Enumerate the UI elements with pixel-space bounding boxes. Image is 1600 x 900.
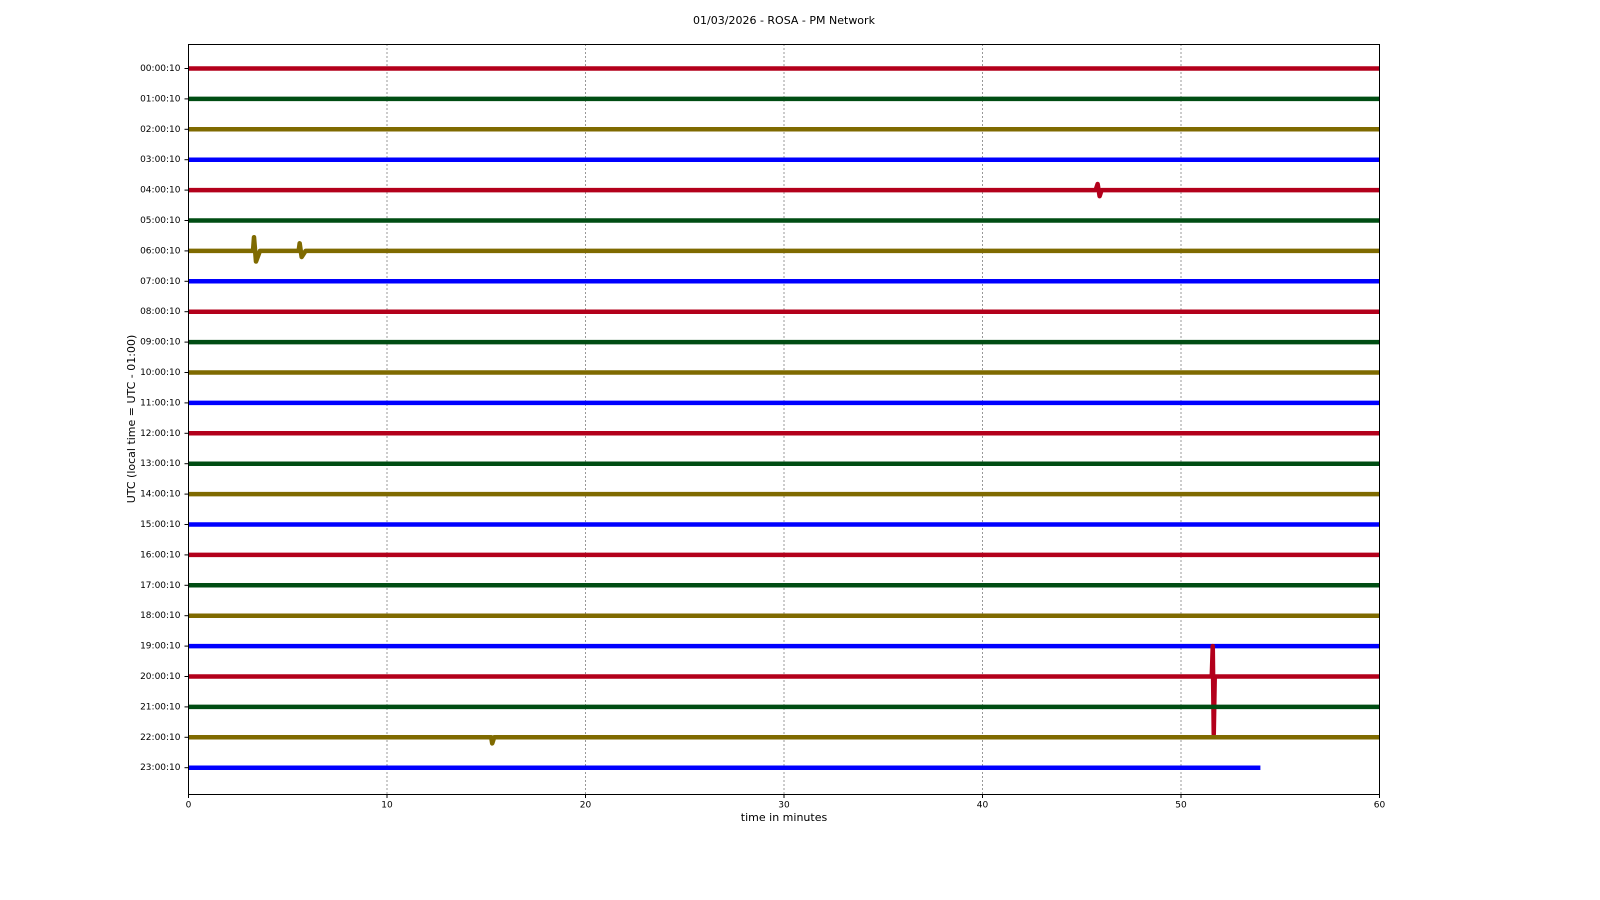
y-tick-label: 19:00:10: [140, 642, 181, 652]
y-tick-label: 15:00:10: [140, 520, 181, 530]
y-tick-label: 05:00:10: [140, 216, 181, 226]
y-tick-label: 22:00:10: [140, 733, 181, 743]
y-tick-label: 12:00:10: [140, 429, 181, 439]
y-tick-label: 23:00:10: [140, 763, 181, 773]
y-tick-label: 02:00:10: [140, 125, 181, 135]
y-tick-label: 18:00:10: [140, 611, 181, 621]
x-tick-label: 0: [186, 801, 192, 811]
y-tick-label: 10:00:10: [140, 368, 181, 378]
y-tick-label: 04:00:10: [140, 186, 181, 196]
x-tick-label: 20: [580, 801, 592, 811]
x-axis-label: time in minutes: [741, 811, 828, 824]
y-tick-label: 09:00:10: [140, 338, 181, 348]
x-tick-label: 50: [1175, 801, 1187, 811]
trace: [188, 735, 1380, 746]
trace: [188, 181, 1380, 199]
y-tick-label: 06:00:10: [140, 246, 181, 256]
x-tick-label: 10: [381, 801, 393, 811]
y-axis-label: UTC (local time = UTC - 01:00): [125, 335, 138, 504]
y-tick-label: 14:00:10: [140, 490, 181, 500]
plot-area: [188, 44, 1380, 794]
y-tick-label: 16:00:10: [140, 550, 181, 560]
y-tick-label: 07:00:10: [140, 277, 181, 287]
y-tick-label: 21:00:10: [140, 702, 181, 712]
x-tick-label: 40: [977, 801, 989, 811]
trace: [188, 234, 1380, 264]
trace: [188, 643, 1380, 737]
y-tick-label: 01:00:10: [140, 94, 181, 104]
y-tick-label: 20:00:10: [140, 672, 181, 682]
x-tick-label: 60: [1374, 801, 1386, 811]
y-tick-label: 17:00:10: [140, 581, 181, 591]
x-tick-label: 30: [778, 801, 790, 811]
y-tick-label: 11:00:10: [140, 398, 181, 408]
y-tick-label: 03:00:10: [140, 155, 181, 165]
y-tick-label: 13:00:10: [140, 459, 181, 469]
chart-title: 01/03/2026 - ROSA - PM Network: [693, 14, 876, 27]
y-tick-label: 08:00:10: [140, 307, 181, 317]
y-tick-label: 00:00:10: [140, 64, 181, 74]
